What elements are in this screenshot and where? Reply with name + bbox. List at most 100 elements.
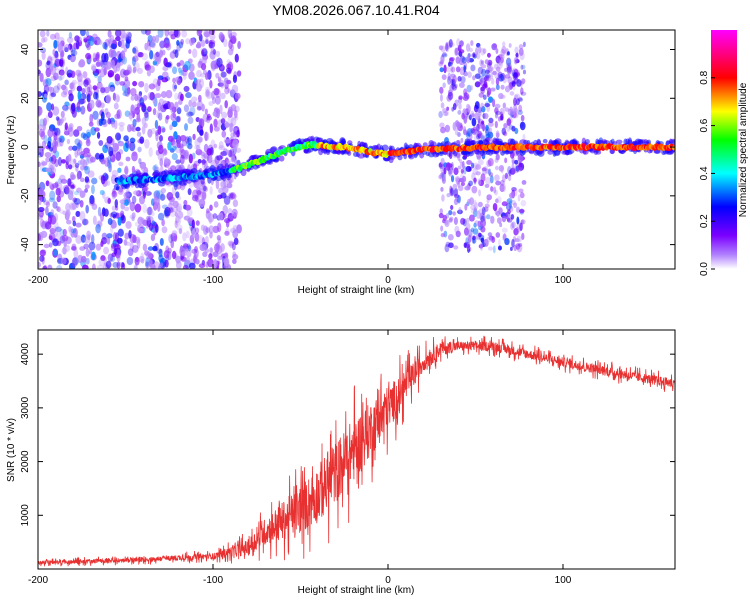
noise-blob [56,240,62,247]
noise-blob [123,206,130,212]
noise-blob [519,121,526,131]
noise-blob [44,151,52,158]
noise-blob [181,69,188,77]
noise-blob [94,127,100,132]
noise-blob [465,217,470,224]
signal-halo [636,139,642,144]
noise-blob [455,230,461,238]
noise-blob [38,59,43,67]
noise-blob [201,49,205,57]
noise-blob [69,56,76,61]
noise-blob [201,159,207,164]
noise-blob [188,49,192,54]
noise-blob [124,76,129,82]
noise-blob [477,178,482,186]
noise-blob [170,112,177,122]
noise-blob [511,221,516,229]
noise-blob [508,169,512,177]
noise-blob [481,120,485,125]
noise-blob [105,260,112,269]
noise-blob [84,184,90,189]
x-tick-label: 0 [385,575,391,586]
noise-blob [477,130,482,137]
noise-blob [481,167,487,172]
noise-blob [162,65,169,71]
noise-blob [208,101,214,107]
noise-blob [45,114,50,123]
signal-halo [553,149,561,157]
signal-halo [357,153,365,159]
noise-blob [209,123,213,134]
noise-blob [500,84,505,90]
noise-blob [520,200,527,207]
noise-blob [107,30,112,38]
noise-blob [206,148,212,156]
noise-blob [181,140,188,147]
noise-blob [198,263,206,269]
noise-blob [474,73,481,79]
noise-blob [494,107,499,114]
noise-blob [519,222,523,231]
noise-blob [146,206,153,216]
noise-blob [54,32,60,40]
noise-blob [62,184,69,194]
noise-blob [234,92,241,100]
noise-blob [502,76,507,84]
noise-blob [39,255,45,262]
noise-blob [213,201,219,208]
noise-blob [471,113,475,118]
noise-blob [73,249,79,259]
noise-blob [477,46,482,54]
noise-blob [62,228,67,237]
noise-blob [45,156,50,163]
noise-blob [438,110,443,119]
noise-blob [179,154,185,165]
noise-blob [159,258,165,264]
noise-blob [217,194,223,200]
noise-blob [467,229,473,238]
noise-blob [494,189,498,196]
noise-blob [467,198,472,204]
noise-blob [83,218,87,226]
noise-blob [212,213,218,219]
noise-blob [505,202,512,211]
noise-blob [83,165,89,171]
noise-blob [440,54,445,63]
noise-blob [159,40,166,49]
noise-blob [465,132,471,139]
colorbar-tick-label: 0.4 [699,166,710,180]
noise-blob [495,130,500,139]
noise-blob [493,186,497,194]
noise-blob [68,164,73,170]
noise-blob [499,111,503,118]
noise-blob [467,105,471,113]
noise-blob [207,258,214,268]
noise-blob [495,153,500,161]
y-tick-label: -20 [20,188,31,203]
noise-blob [51,228,58,238]
x-tick-label: -100 [203,575,223,586]
noise-blob [129,137,136,144]
noise-blob [457,76,462,82]
noise-blob [470,110,475,119]
noise-blob [486,194,493,201]
noise-blob [152,108,157,116]
noise-blob [483,112,489,120]
noise-blob [491,236,496,244]
noise-blob [516,216,520,225]
noise-blob [490,87,496,92]
signal-halo [325,148,331,154]
noise-blob [75,165,79,172]
noise-blob [472,52,476,58]
noise-blob [49,66,57,75]
noise-blob [478,234,485,241]
noise-blob [54,221,59,231]
noise-blob [205,36,209,44]
noise-blob [229,227,237,234]
noise-blob [477,107,483,114]
noise-blob [219,104,223,115]
noise-blob [186,111,193,118]
noise-blob [185,230,190,239]
noise-blob [53,249,59,256]
noise-blob [174,211,179,217]
